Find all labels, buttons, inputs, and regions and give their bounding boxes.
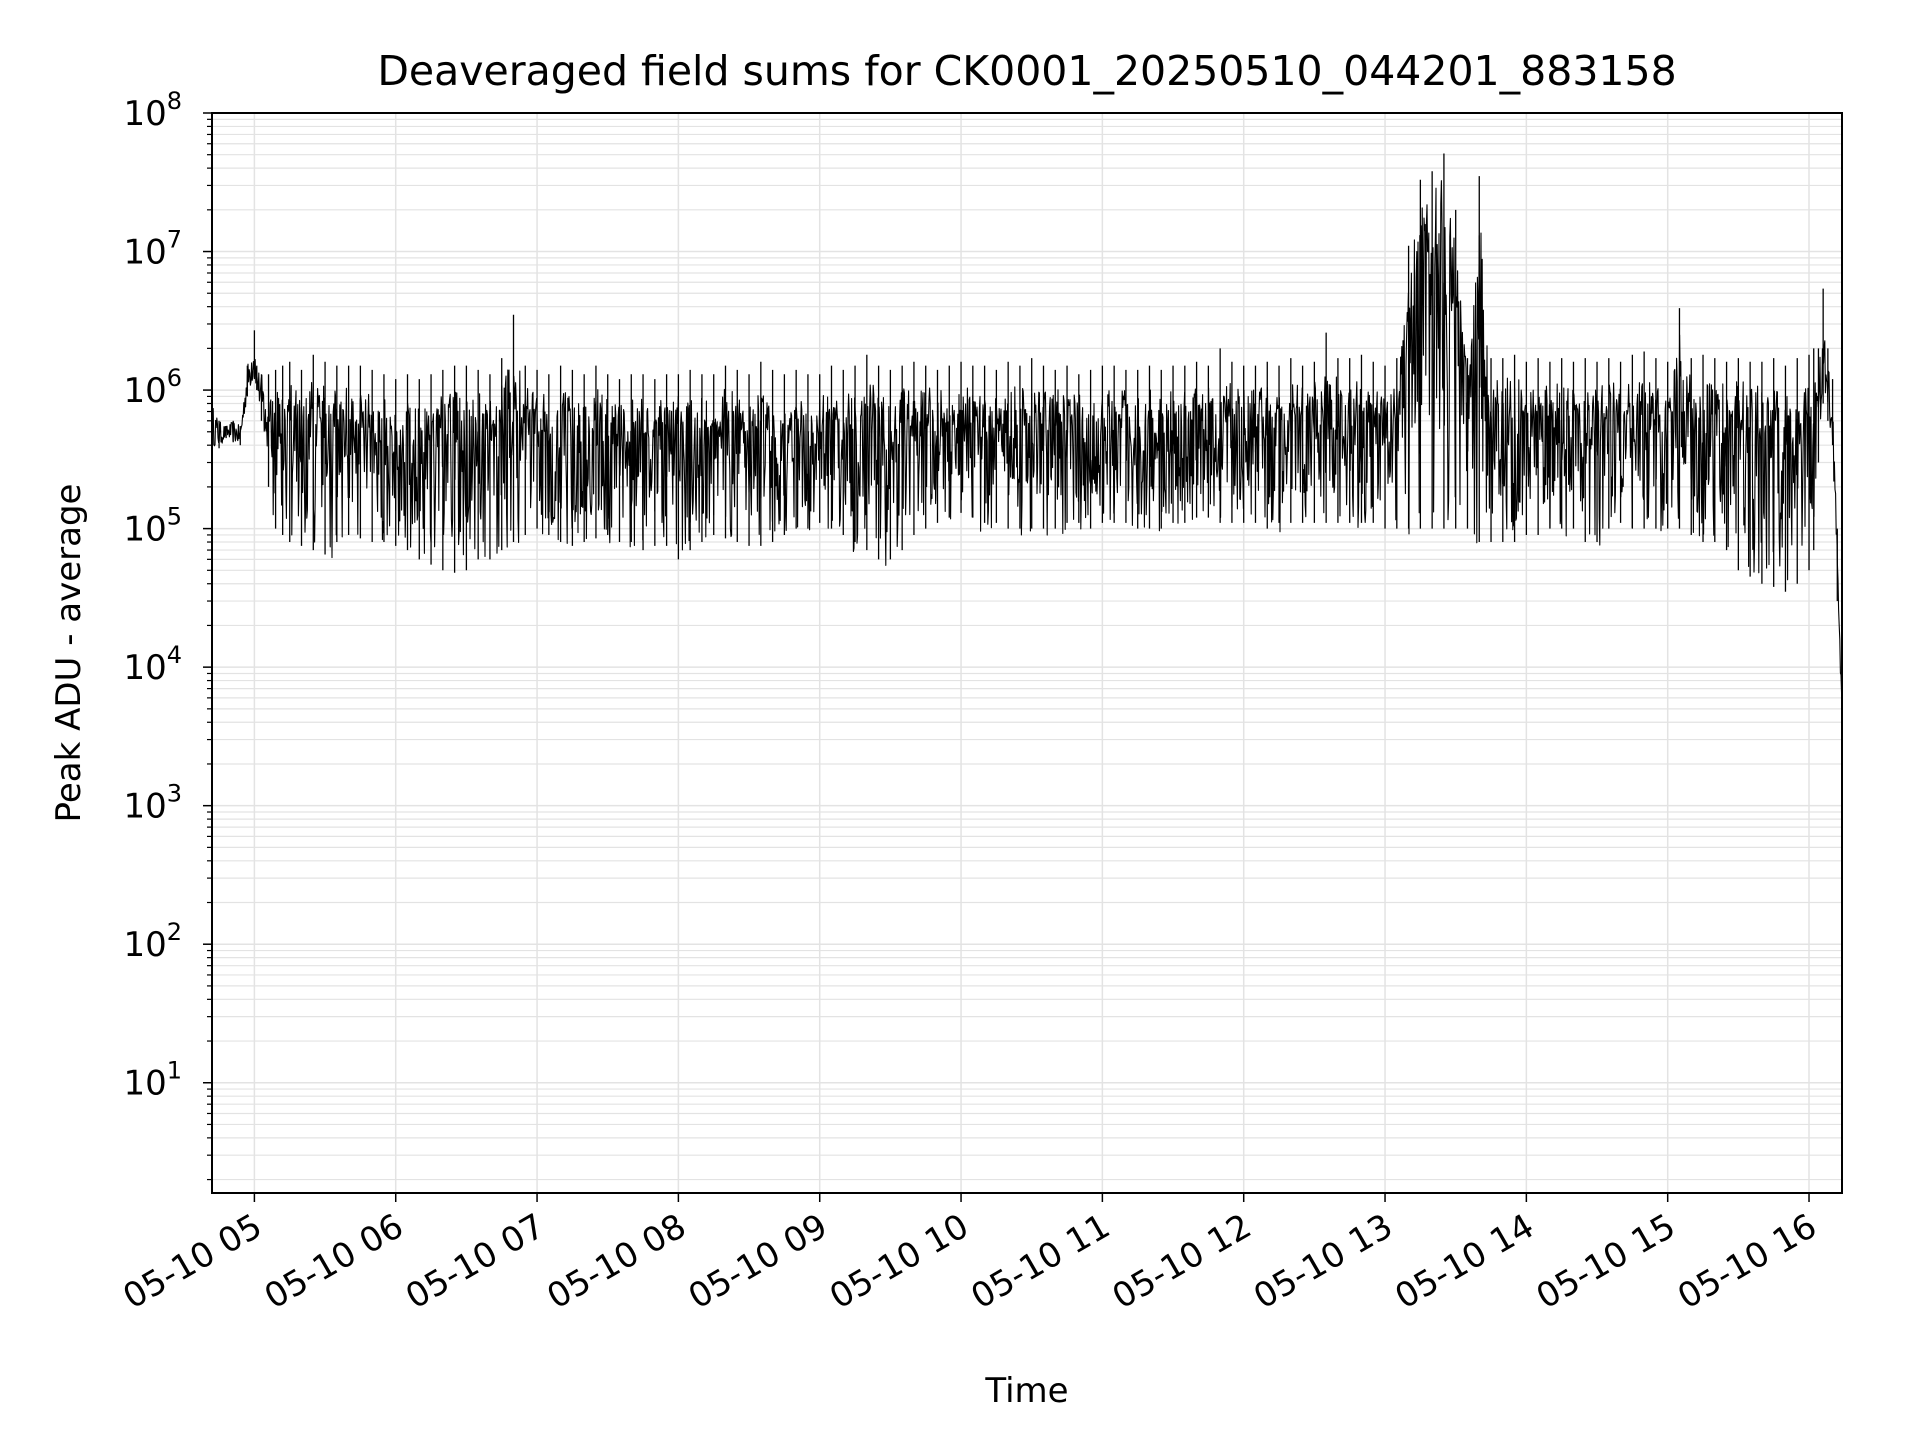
y-tick-label: 102 [123, 918, 182, 965]
y-axis: 101 102 103 104 105 106 107 108 [123, 87, 212, 1181]
y-tick-label: 107 [123, 226, 182, 273]
chart-title: Deaveraged field sums for CK0001_2025051… [377, 47, 1676, 95]
plot-frame [211, 112, 1843, 1194]
y-tick-label: 105 [123, 503, 182, 550]
y-tick-label: 104 [123, 641, 182, 688]
y-tick-label: 103 [123, 780, 182, 827]
x-axis-label: Time [984, 1371, 1068, 1411]
y-tick-label: 108 [123, 87, 182, 134]
y-tick-label: 106 [123, 364, 182, 411]
series [211, 153, 1843, 740]
y-tick-label: 101 [123, 1057, 182, 1104]
series-line [211, 180, 1843, 695]
y-axis-label: Peak ADU - average [49, 484, 89, 823]
